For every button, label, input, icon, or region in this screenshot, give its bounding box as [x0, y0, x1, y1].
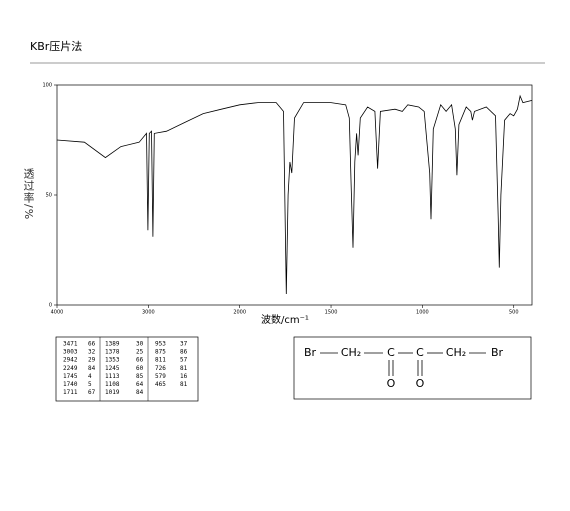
transmittance: 5 — [88, 381, 92, 388]
wavenumber: 811 — [155, 357, 166, 364]
group: Br — [304, 346, 317, 359]
x-tick-label: 1000 — [416, 310, 429, 316]
transmittance: 57 — [180, 357, 188, 364]
group: CH₂ — [446, 346, 466, 359]
wavenumber: 1019 — [105, 389, 120, 396]
structure-frame — [293, 336, 532, 400]
spectrum-line — [56, 94, 533, 295]
transmittance: 60 — [136, 365, 144, 372]
group: Br — [491, 346, 504, 359]
transmittance: 66 — [136, 357, 144, 364]
transmittance: 29 — [88, 357, 96, 364]
transmittance: 25 — [136, 349, 144, 356]
x-tick-label: 2000 — [233, 310, 246, 316]
wavenumber: 1389 — [105, 341, 120, 348]
transmittance: 16 — [180, 373, 188, 380]
wavenumber: 1353 — [105, 357, 120, 364]
transmittance: 81 — [180, 381, 188, 388]
x-tick-label: 500 — [509, 310, 519, 316]
wavenumber: 726 — [155, 365, 166, 372]
y-tick-label: 100 — [42, 83, 52, 89]
header-title: KBr压片法 — [30, 39, 82, 53]
transmittance: 64 — [136, 381, 144, 388]
oxygen: O — [416, 377, 425, 390]
wavenumber: 1113 — [105, 373, 120, 380]
transmittance: 30 — [136, 341, 144, 348]
bonds — [320, 352, 486, 376]
wavenumber: 1245 — [105, 365, 120, 372]
transmittance: 67 — [88, 389, 96, 396]
y-tick-label: 0 — [49, 303, 52, 309]
transmittance: 86 — [180, 349, 188, 356]
x-tick-label: 4000 — [51, 310, 64, 316]
wavenumber: 1711 — [63, 389, 78, 396]
group: CH₂ — [341, 346, 361, 359]
transmittance: 32 — [88, 349, 96, 356]
transmittance: 84 — [136, 389, 144, 396]
wavenumber: 465 — [155, 381, 166, 388]
y-tick-label: 50 — [46, 193, 52, 199]
wavenumber: 3471 — [63, 341, 78, 348]
transmittance: 84 — [88, 365, 96, 372]
wavenumber: 2942 — [63, 357, 78, 364]
group: C — [416, 346, 424, 359]
table-frame — [55, 336, 199, 402]
wavenumber: 579 — [155, 373, 166, 380]
wavenumber: 2249 — [63, 365, 78, 372]
transmittance: 4 — [88, 373, 92, 380]
x-tick-label: 1500 — [325, 310, 338, 316]
wavenumber: 1740 — [63, 381, 78, 388]
x-label: 波数/cm⁻¹ — [261, 313, 309, 326]
wavenumber: 1108 — [105, 381, 120, 388]
wavenumber: 875 — [155, 349, 166, 356]
oxygen: O — [387, 377, 396, 390]
transmittance: 85 — [136, 373, 144, 380]
transmittance: 66 — [88, 341, 96, 348]
group: C — [387, 346, 395, 359]
transmittance: 37 — [180, 341, 188, 348]
wavenumber: 953 — [155, 341, 166, 348]
wavenumber: 1378 — [105, 349, 120, 356]
x-tick-label: 3000 — [142, 310, 155, 316]
wavenumber: 1745 — [63, 373, 78, 380]
wavenumber: 3003 — [63, 349, 78, 356]
transmittance: 81 — [180, 365, 188, 372]
y-label: 透过率/% — [22, 168, 35, 221]
